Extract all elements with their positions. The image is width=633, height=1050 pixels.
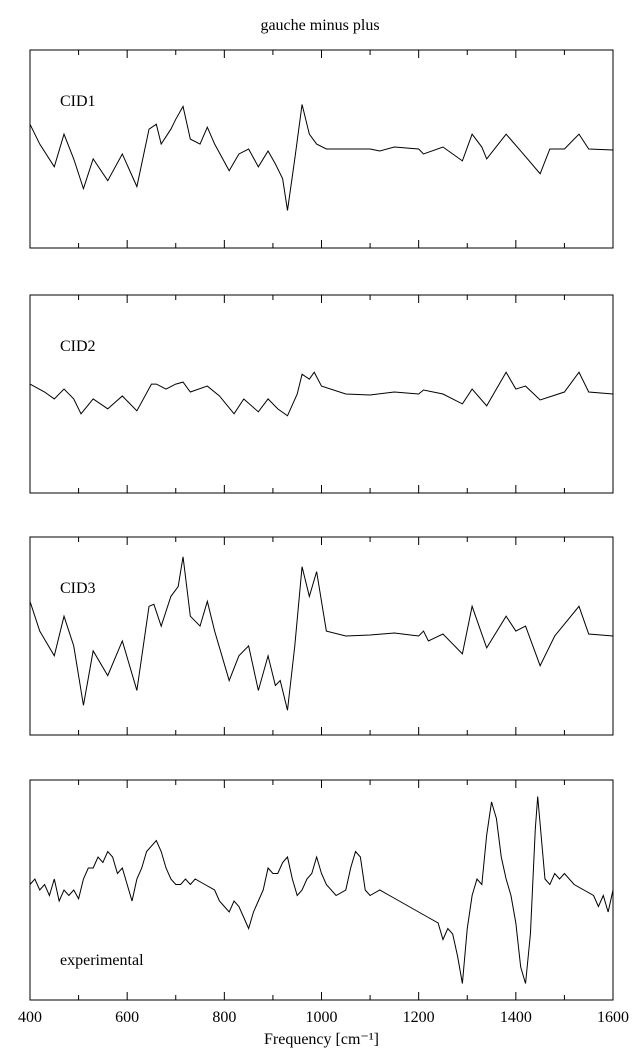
- x-tick-label: 600: [115, 1009, 139, 1026]
- x-tick-label: 800: [212, 1009, 236, 1026]
- spectrum-line: [29, 371, 614, 417]
- spectrum-line: [29, 104, 614, 211]
- panel-label: CID3: [60, 580, 96, 597]
- panel-label: experimental: [60, 952, 144, 969]
- panel-frame: [29, 49, 614, 249]
- panel-frame: [29, 536, 614, 736]
- x-tick-label: 1200: [403, 1009, 435, 1026]
- x-tick-label: 1000: [306, 1009, 338, 1026]
- x-tick-label: 1400: [500, 1009, 532, 1026]
- panel-label: CID1: [60, 93, 96, 110]
- panel-frame: [29, 294, 614, 494]
- panel-label: CID2: [60, 338, 96, 355]
- spectrum-line: [29, 556, 614, 711]
- x-tick-label: 1600: [597, 1009, 629, 1026]
- x-axis-label: Frequency [cm⁻¹]: [264, 1031, 379, 1048]
- chart-title: gauche minus plus: [260, 17, 379, 34]
- spectrum-line: [29, 796, 614, 984]
- x-tick-label: 400: [18, 1009, 42, 1026]
